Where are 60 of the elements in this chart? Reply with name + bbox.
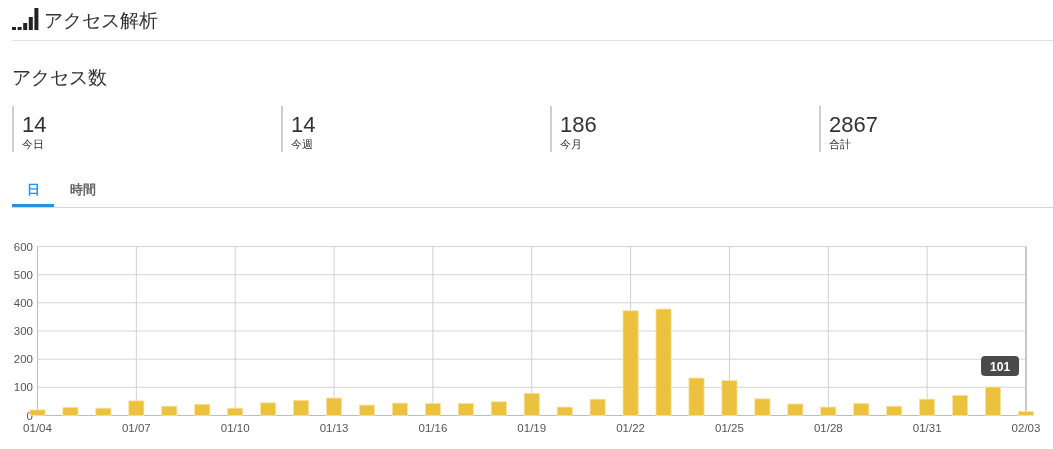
bar [853, 402, 870, 416]
text: アクセス数 [12, 67, 107, 88]
bar [194, 403, 211, 416]
bar [326, 397, 343, 416]
bar [655, 308, 672, 416]
data-label: 2867 [829, 112, 878, 137]
bar [1018, 411, 1034, 416]
x-tick-label: 01/25 [715, 422, 744, 434]
text: 日 [26, 182, 40, 197]
x-tick-label: 01/19 [517, 422, 547, 434]
x-tick-label: 01/13 [319, 422, 349, 434]
x-tick-label: 02/03 [1011, 422, 1041, 434]
category-label: 今日 [22, 138, 44, 150]
bar [359, 404, 375, 416]
data-label: 186 [560, 112, 597, 137]
bar [424, 402, 441, 416]
bar [919, 398, 936, 416]
bar [622, 310, 639, 416]
bar [721, 380, 738, 416]
y-tick-label: 400 [13, 296, 33, 309]
x-tick-label: 01/04 [23, 422, 53, 434]
data-label: 14 [291, 112, 316, 137]
bar [62, 406, 79, 416]
text: アクセス解析 [44, 10, 158, 31]
bar [161, 405, 178, 416]
bar [820, 406, 837, 416]
bar [589, 398, 606, 416]
bar [490, 401, 507, 416]
bar [391, 402, 408, 416]
y-tick-label: 200 [13, 353, 33, 366]
y-tick-label: 500 [13, 268, 33, 281]
bar [688, 377, 705, 416]
x-tick-label: 01/07 [121, 422, 151, 434]
bar [754, 398, 771, 416]
data-label: 14 [22, 112, 47, 137]
category-label: 合計 [829, 138, 851, 150]
x-tick-label: 01/31 [912, 422, 942, 434]
category-label: 今週 [291, 138, 313, 150]
bar [260, 402, 277, 416]
bar [227, 407, 244, 416]
bar [556, 406, 573, 416]
category-label: 今月 [560, 138, 582, 150]
y-tick-label: 300 [13, 325, 33, 337]
y-tick-label: 100 [13, 381, 33, 394]
x-tick-label: 01/10 [220, 422, 250, 434]
bar [128, 400, 145, 416]
bar [293, 399, 310, 416]
bar [886, 405, 903, 416]
bar [985, 386, 1002, 416]
text: 時間 [70, 182, 96, 197]
bar [95, 407, 112, 416]
data-label: 101 [990, 359, 1011, 374]
x-tick-label: 01/22 [616, 422, 645, 434]
x-tick-label: 01/16 [418, 422, 448, 434]
bar [787, 403, 804, 416]
bar [523, 392, 540, 416]
y-tick-label: 600 [13, 240, 33, 253]
bar [952, 395, 969, 416]
bar [457, 402, 474, 416]
x-tick-label: 01/28 [813, 422, 843, 434]
